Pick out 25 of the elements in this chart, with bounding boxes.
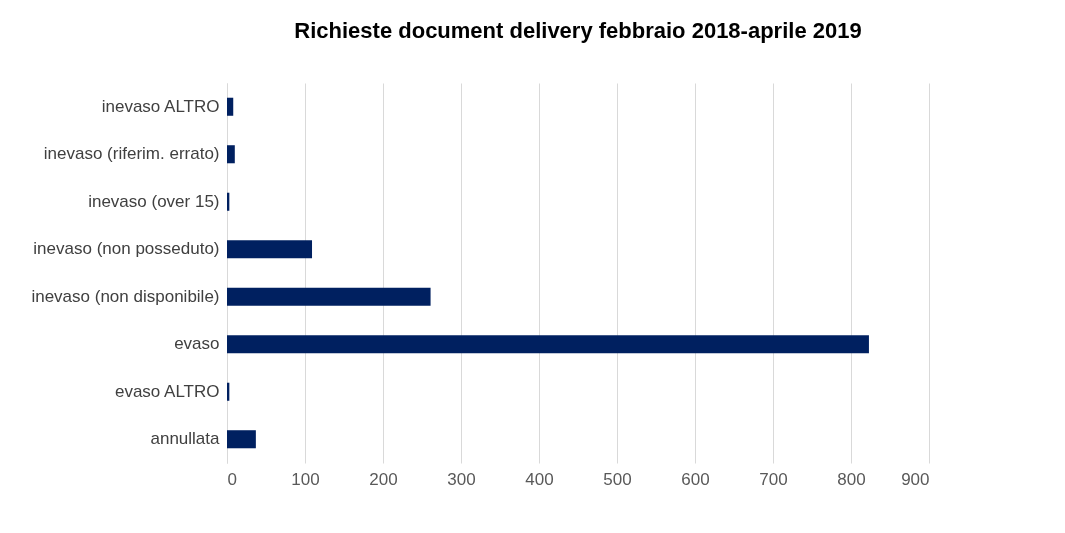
x-tick-label: 0 [227, 469, 237, 489]
y-tick-label: inevaso (over 15) [88, 191, 220, 211]
x-tick-label: 400 [525, 469, 554, 489]
bar [227, 145, 235, 164]
x-tick-label: 800 [837, 469, 866, 489]
chart-title: Richieste document delivery febbraio 2018-aprile 2019 [294, 18, 862, 43]
x-tick-label: 100 [291, 469, 320, 489]
y-tick-label: annullata [150, 429, 221, 449]
y-tick-label: evaso [174, 334, 220, 354]
y-tick-label: inevaso ALTRO [101, 96, 220, 116]
y-tick-label: inevaso (riferim. errato) [43, 144, 220, 164]
bar [227, 240, 313, 259]
bar [227, 287, 431, 306]
x-tick-label: 500 [603, 469, 632, 489]
y-tick-label: inevaso (non posseduto) [33, 239, 220, 259]
x-tick-label: 200 [369, 469, 398, 489]
x-tick-label: 600 [681, 469, 710, 489]
bar [227, 335, 869, 354]
x-tick-label: 700 [759, 469, 788, 489]
y-tick-label: inevaso (non disponibile) [31, 286, 220, 306]
y-tick-label: evaso ALTRO [114, 381, 220, 401]
x-tick-label: 900 [901, 469, 930, 489]
x-tick-label: 300 [447, 469, 476, 489]
bar [227, 97, 234, 116]
bar [227, 430, 256, 449]
